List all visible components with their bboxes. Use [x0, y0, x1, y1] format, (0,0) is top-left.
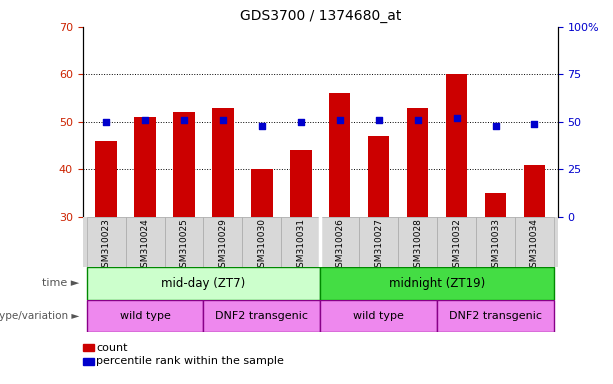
Text: GSM310029: GSM310029 — [218, 218, 227, 273]
Bar — [164, 217, 204, 267]
Bar — [437, 300, 554, 332]
Bar — [329, 93, 351, 217]
Bar — [515, 217, 554, 267]
Point — [140, 117, 150, 123]
Text: GSM310026: GSM310026 — [335, 218, 345, 273]
Bar — [437, 217, 476, 267]
Bar — [524, 165, 545, 217]
Point — [452, 115, 462, 121]
Bar — [173, 113, 195, 217]
Bar — [446, 74, 467, 217]
Text: GSM310030: GSM310030 — [257, 218, 267, 273]
Text: DNF2 transgenic: DNF2 transgenic — [449, 311, 542, 321]
Bar — [290, 151, 311, 217]
Text: wild type: wild type — [120, 311, 170, 321]
Text: GSM310024: GSM310024 — [140, 218, 150, 273]
Bar — [242, 217, 281, 267]
Text: GSM310033: GSM310033 — [491, 218, 500, 273]
Text: GSM310034: GSM310034 — [530, 218, 539, 273]
Bar — [86, 300, 204, 332]
Point — [413, 117, 422, 123]
Bar — [398, 217, 437, 267]
Point — [374, 117, 384, 123]
Text: genotype/variation ►: genotype/variation ► — [0, 311, 80, 321]
Text: time ►: time ► — [42, 278, 80, 288]
Bar — [368, 136, 389, 217]
Point — [218, 117, 228, 123]
Bar — [321, 217, 359, 267]
Bar — [134, 117, 156, 217]
Point — [101, 119, 111, 125]
Bar — [281, 217, 321, 267]
Point — [296, 119, 306, 125]
Bar — [86, 217, 126, 267]
Bar — [204, 217, 242, 267]
Bar — [126, 217, 164, 267]
Bar — [407, 108, 428, 217]
Bar — [96, 141, 117, 217]
Point — [490, 122, 500, 129]
Text: GSM310028: GSM310028 — [413, 218, 422, 273]
Point — [530, 121, 539, 127]
Text: GSM310027: GSM310027 — [374, 218, 383, 273]
Text: midnight (ZT19): midnight (ZT19) — [389, 277, 485, 290]
Text: count: count — [96, 343, 128, 353]
Bar — [321, 267, 554, 300]
Text: percentile rank within the sample: percentile rank within the sample — [96, 356, 284, 366]
Point — [179, 117, 189, 123]
Text: mid-day (ZT7): mid-day (ZT7) — [161, 277, 246, 290]
Text: GSM310031: GSM310031 — [296, 218, 305, 273]
Title: GDS3700 / 1374680_at: GDS3700 / 1374680_at — [240, 9, 401, 23]
Bar — [321, 300, 437, 332]
Text: GSM310032: GSM310032 — [452, 218, 461, 273]
Point — [257, 122, 267, 129]
Text: GSM310023: GSM310023 — [102, 218, 110, 273]
Bar — [485, 193, 506, 217]
Text: wild type: wild type — [353, 311, 404, 321]
Bar — [251, 169, 273, 217]
Bar — [359, 217, 398, 267]
Text: DNF2 transgenic: DNF2 transgenic — [215, 311, 308, 321]
Bar — [204, 300, 321, 332]
Text: GSM310025: GSM310025 — [180, 218, 189, 273]
Bar — [86, 267, 321, 300]
Point — [335, 117, 345, 123]
Bar — [476, 217, 515, 267]
Bar — [212, 108, 234, 217]
